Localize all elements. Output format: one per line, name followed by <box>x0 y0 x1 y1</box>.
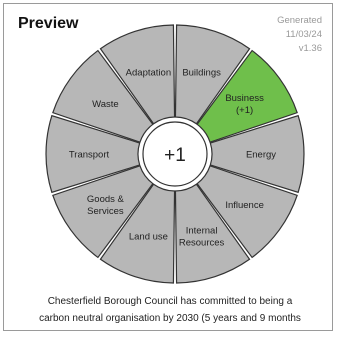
wheel-segment-buildings[interactable]: Buildings <box>174 24 251 125</box>
wheel-segment-shape <box>196 49 298 143</box>
wheel-segment-label: Waste <box>92 99 119 110</box>
wheel-segment-adaptation[interactable]: Adaptation <box>99 24 176 125</box>
wheel-segment-goods-and[interactable]: Goods &Services <box>52 165 154 259</box>
wheel-segment-transport[interactable]: Transport <box>45 114 141 194</box>
wheel-center-score: +1 <box>164 145 186 166</box>
wheel-segment-label: (+1) <box>236 105 253 116</box>
wheel-segment-label: Business <box>225 93 264 104</box>
wheel-segment-label: Adaptation <box>126 68 171 79</box>
wheel-segment-shape <box>45 114 141 194</box>
wheel-segment-shape <box>99 24 176 125</box>
wheel-segment-land-use[interactable]: Land use <box>99 183 176 284</box>
wheel-segment-business[interactable]: Business(+1) <box>196 49 298 143</box>
wheel-segment-label: Energy <box>246 150 276 161</box>
wheel-segment-shape <box>174 24 251 125</box>
generated-date: 11/03/24 <box>285 29 322 40</box>
commitment-statement: Chesterfield Borough Council has committ… <box>0 293 340 327</box>
wheel-segment-label: Internal <box>186 225 218 236</box>
generated-label: Generated <box>277 15 322 26</box>
wheel-segment-shape <box>196 165 298 259</box>
statement-line-1: Chesterfield Borough Council has committ… <box>47 296 293 307</box>
wheel-segment-label: Influence <box>225 200 264 211</box>
page-title: Preview <box>18 15 79 32</box>
wheel-segment-label: Land use <box>129 231 168 242</box>
wheel-segment-label: Services <box>87 206 124 217</box>
version-label: v1.36 <box>298 43 322 54</box>
wheel-segment-shape <box>99 183 176 284</box>
generation-info: Generated 11/03/24 v1.36 <box>277 14 322 56</box>
wheel-segment-label: Goods & <box>87 194 125 205</box>
wheel-segment-shape <box>174 183 251 284</box>
wheel-segment-shape <box>209 114 305 194</box>
statement-line-2: carbon neutral organisation by 2030 (5 y… <box>39 313 301 324</box>
wheel-segment-influence[interactable]: Influence <box>196 165 298 259</box>
wheel-center <box>142 121 208 187</box>
wheel-segment-label: Transport <box>69 150 110 161</box>
wheel-segment-label: Resources <box>179 237 225 248</box>
wheel-segment-shape <box>52 165 154 259</box>
wheel-segment-waste[interactable]: Waste <box>52 49 154 143</box>
wheel-segment-energy[interactable]: Energy <box>209 114 305 194</box>
wheel-segment-label: Buildings <box>182 68 221 79</box>
wheel-segment-shape <box>52 49 154 143</box>
